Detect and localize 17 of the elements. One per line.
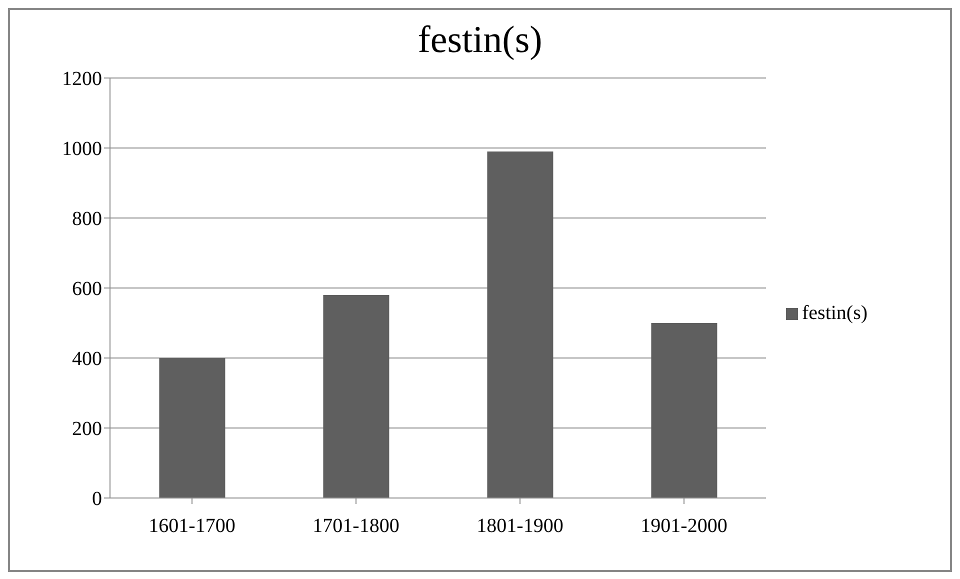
y-tick-label: 600: [72, 278, 102, 300]
legend-label: festin(s): [802, 302, 868, 324]
bar: [159, 358, 226, 498]
bar: [323, 295, 390, 498]
x-tick-label: 1701-1800: [312, 515, 400, 538]
bar: [487, 152, 554, 498]
y-tick-label: 1200: [62, 68, 102, 90]
y-tick-label: 400: [72, 348, 102, 370]
x-tick-label: 1801-1900: [476, 515, 564, 538]
y-tick-label: 800: [72, 208, 102, 230]
x-tick-label: 1601-1700: [148, 515, 236, 538]
y-tick-label: 1000: [62, 138, 102, 160]
bar: [651, 323, 718, 498]
x-tick-label: 1901-2000: [640, 515, 728, 538]
y-tick-label: 0: [92, 488, 102, 510]
y-tick-label: 200: [72, 418, 102, 440]
chart-title: festin(s): [416, 18, 544, 63]
